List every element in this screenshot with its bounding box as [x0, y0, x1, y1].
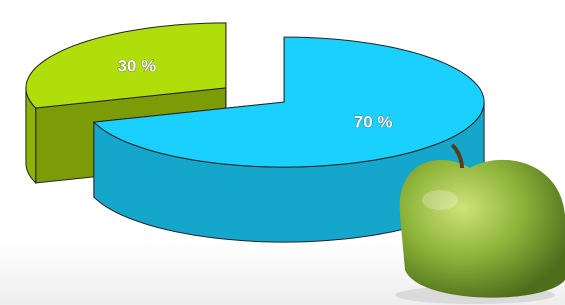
chart: 30 % 70 %: [0, 0, 565, 305]
data-label: 70 %: [354, 113, 393, 132]
data-label: 30 %: [118, 56, 157, 75]
page: 30 %70 % (() => { const data = JSON.pars…: [0, 0, 565, 305]
apple: [395, 145, 565, 304]
